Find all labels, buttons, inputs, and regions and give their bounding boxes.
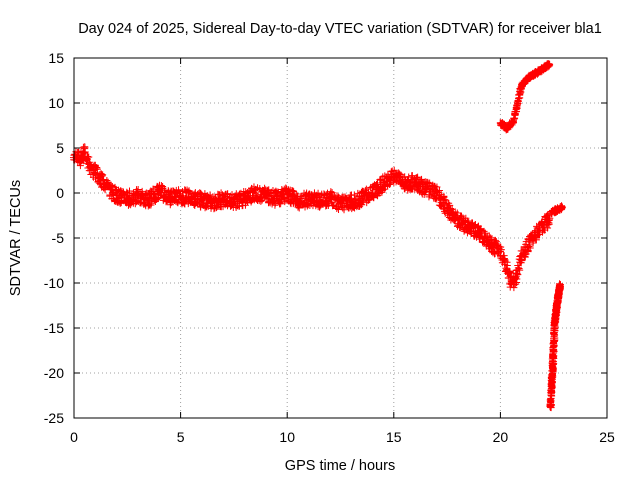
data-point	[96, 173, 104, 181]
data-point	[531, 70, 539, 78]
series-markers	[69, 143, 554, 292]
series-upper-segment	[496, 60, 554, 134]
data-point	[443, 205, 451, 213]
data-point	[81, 149, 89, 156]
data-point	[518, 252, 526, 260]
data-point	[155, 187, 163, 195]
y-tick-label: -25	[44, 410, 64, 426]
axis-ticks: 0 5 10 15 20 25 -25 -20 -15 -10 -5 0 5 10 15	[44, 50, 615, 445]
data-point	[454, 216, 462, 224]
data-point	[411, 178, 419, 186]
data-point	[400, 180, 408, 188]
data-point	[549, 365, 557, 372]
x-tick-label: 15	[386, 429, 402, 445]
data-point	[358, 194, 366, 202]
data-point	[187, 194, 195, 201]
data-point	[551, 320, 559, 327]
data-point	[241, 194, 249, 202]
data-point	[326, 194, 334, 202]
data-point	[305, 195, 313, 203]
y-axis-label: SDTVAR / TECUs	[8, 180, 24, 296]
data-point	[102, 182, 110, 190]
data-point	[547, 403, 555, 411]
data-point	[337, 200, 344, 208]
data-point	[548, 209, 556, 217]
data-point	[503, 124, 511, 132]
data-point	[85, 160, 93, 168]
x-axis-label: GPS time / hours	[285, 458, 395, 474]
y-tick-label: -5	[52, 230, 65, 246]
data-point	[347, 198, 355, 206]
data-point	[390, 171, 398, 179]
data-point	[507, 279, 515, 287]
series-end-segment	[547, 202, 566, 218]
x-tick-label: 0	[70, 429, 78, 445]
data-point	[548, 383, 556, 390]
y-tick-label: 5	[56, 140, 64, 156]
data-point	[76, 155, 84, 163]
data-point	[108, 189, 116, 197]
data-point	[464, 223, 472, 231]
y-tick-label: -15	[44, 320, 64, 336]
data-point	[294, 197, 302, 205]
data-point	[209, 198, 217, 206]
data-markers	[69, 60, 566, 412]
y-tick-label: -10	[44, 275, 64, 291]
data-point	[486, 239, 494, 246]
data-point	[511, 275, 519, 282]
grid-lines	[74, 58, 607, 418]
data-point	[262, 192, 270, 200]
data-point	[518, 81, 526, 89]
data-point	[539, 65, 547, 73]
data-point	[550, 342, 558, 350]
data-point	[556, 281, 564, 289]
data-point	[422, 185, 430, 192]
data-point	[368, 189, 376, 197]
y-tick-label: 10	[48, 95, 64, 111]
y-tick-label: 0	[56, 185, 64, 201]
series-markers	[496, 60, 554, 134]
chart-title: Day 024 of 2025, Sidereal Day-to-day VTE…	[78, 21, 602, 37]
data-point	[123, 194, 131, 202]
x-tick-label: 10	[279, 429, 295, 445]
data-point	[198, 196, 206, 204]
data-point	[273, 194, 281, 202]
data-point	[379, 180, 387, 188]
data-point	[539, 221, 547, 228]
data-point	[89, 167, 97, 174]
x-tick-label: 5	[177, 429, 185, 445]
x-tick-label: 20	[493, 429, 509, 445]
data-point	[524, 74, 532, 82]
data-point	[166, 194, 174, 202]
data-point	[315, 196, 323, 204]
plot-frame	[73, 57, 608, 419]
series-main-track	[69, 143, 554, 292]
data-point	[509, 117, 517, 125]
data-point	[513, 101, 521, 109]
data-point	[496, 119, 504, 127]
data-point	[145, 196, 153, 204]
data-point	[545, 60, 553, 68]
y-tick-label: 15	[48, 50, 64, 66]
data-point	[432, 189, 440, 197]
y-tick-label: -20	[44, 365, 64, 381]
data-point	[283, 190, 291, 198]
x-tick-label: 25	[599, 429, 615, 445]
data-point	[554, 205, 562, 213]
data-point	[219, 195, 227, 203]
data-point	[134, 192, 142, 200]
series-lower-segment	[546, 280, 564, 412]
data-point	[528, 234, 536, 242]
data-point	[545, 216, 553, 224]
data-point	[475, 230, 483, 237]
data-point	[503, 266, 511, 273]
data-point	[251, 189, 259, 197]
data-point	[113, 192, 121, 200]
data-point	[230, 197, 238, 205]
data-point	[177, 193, 185, 201]
data-point	[553, 302, 561, 309]
data-point	[558, 203, 566, 211]
data-point	[496, 248, 504, 255]
